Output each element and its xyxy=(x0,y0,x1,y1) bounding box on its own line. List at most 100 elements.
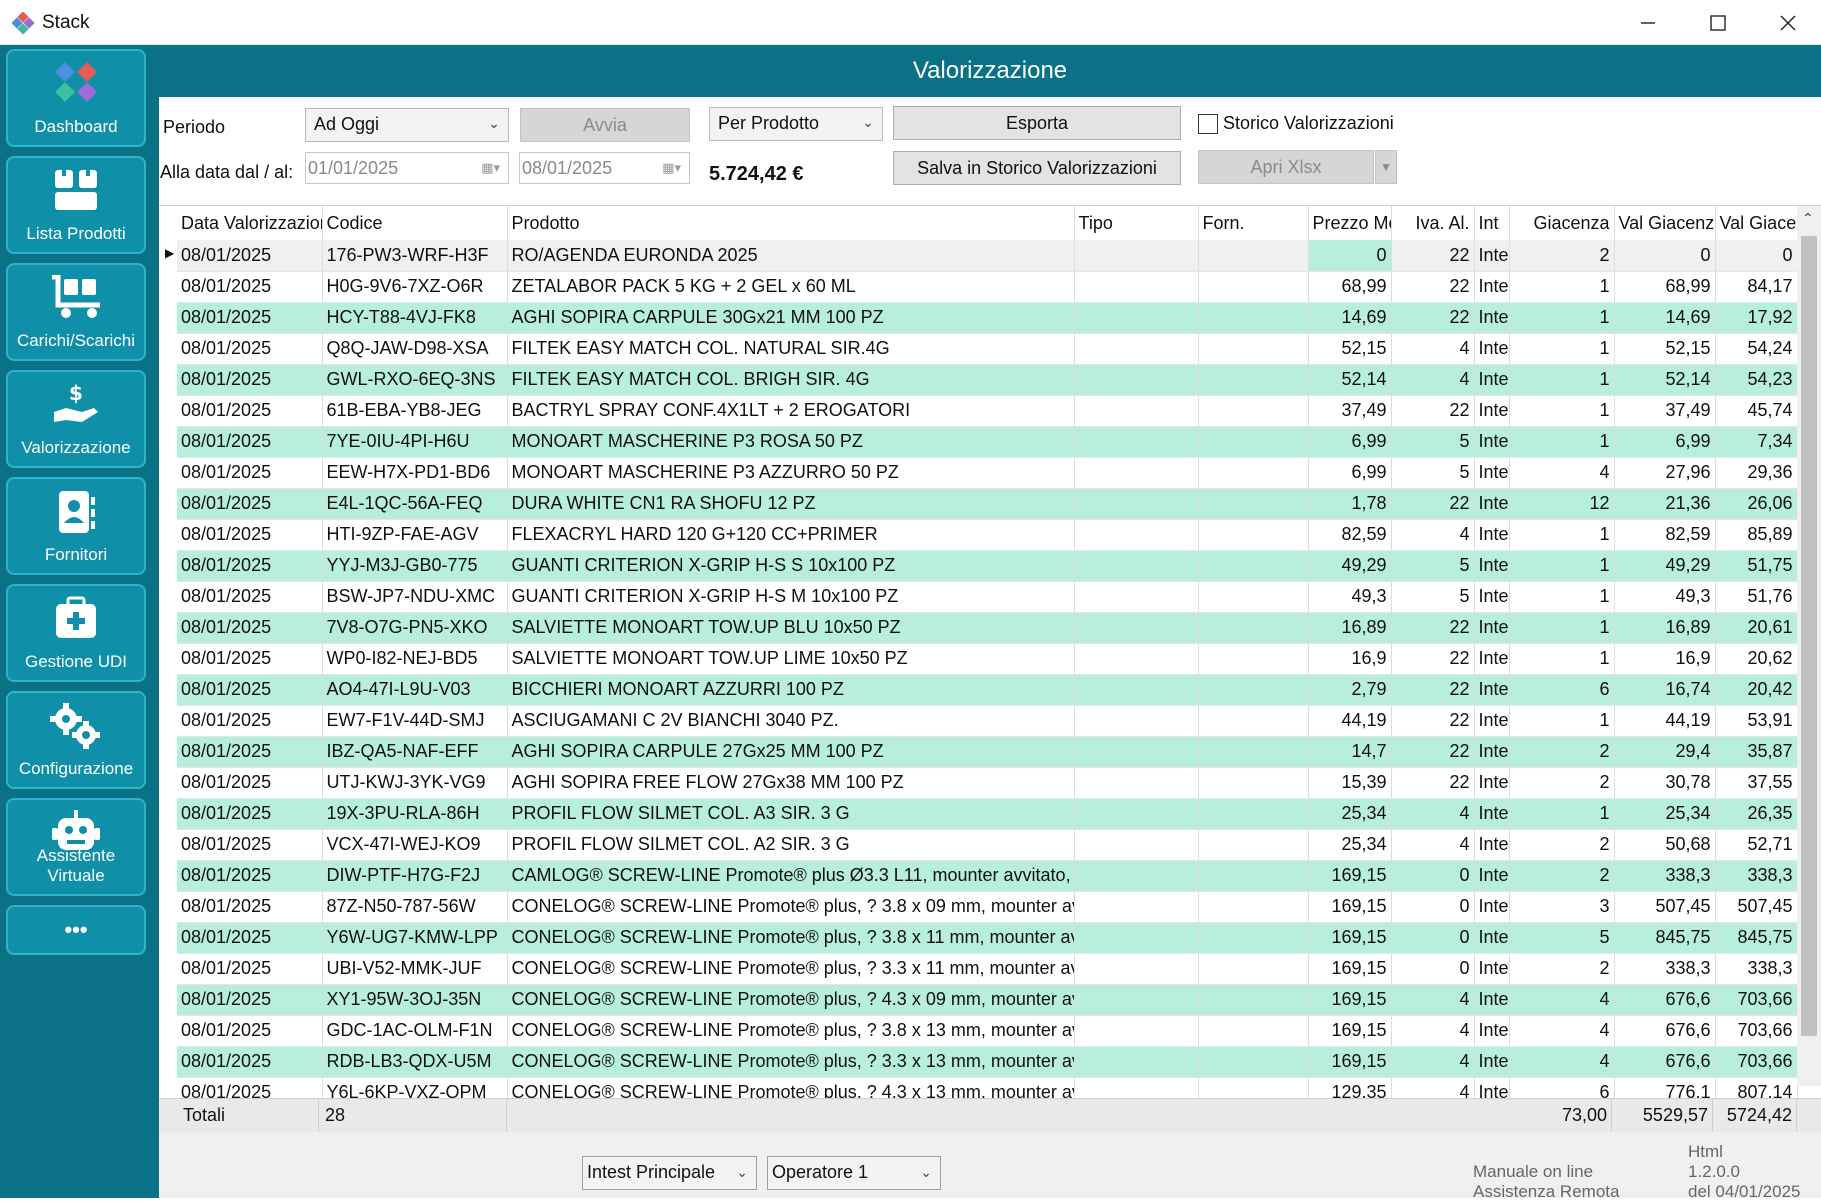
column-header[interactable]: Val Giacenza xyxy=(1715,206,1798,240)
table-cell[interactable]: 08/01/2025 xyxy=(177,643,323,675)
table-cell[interactable]: 4 xyxy=(1509,1046,1615,1078)
table-cell[interactable] xyxy=(1074,612,1199,644)
table-cell[interactable]: 51,76 xyxy=(1715,581,1798,613)
table-cell[interactable]: 5 xyxy=(1391,426,1475,458)
table-cell[interactable]: 49,3 xyxy=(1308,581,1392,613)
table-cell[interactable]: 29,4 xyxy=(1614,736,1716,768)
table-cell[interactable] xyxy=(1198,1046,1309,1078)
table-cell[interactable] xyxy=(1198,984,1309,1016)
table-cell[interactable]: 7YE-0IU-4PI-H6U xyxy=(322,426,508,458)
scroll-thumb[interactable] xyxy=(1801,236,1817,1036)
table-cell[interactable]: 08/01/2025 xyxy=(177,922,323,954)
table-cell[interactable]: 22 xyxy=(1391,674,1475,706)
table-cell[interactable]: E4L-1QC-56A-FEQ xyxy=(322,488,508,520)
table-cell[interactable]: 338,3 xyxy=(1715,953,1798,985)
table-cell[interactable]: 4 xyxy=(1391,364,1475,396)
table-cell[interactable]: Inte xyxy=(1474,643,1510,675)
table-cell[interactable]: Inte xyxy=(1474,860,1510,892)
vertical-scrollbar[interactable]: ⌃ xyxy=(1797,206,1821,1086)
table-cell[interactable]: 1 xyxy=(1509,550,1615,582)
table-cell[interactable]: 20,62 xyxy=(1715,643,1798,675)
date-to-field[interactable]: 08/01/2025 ▦▾ xyxy=(519,152,690,184)
table-cell[interactable]: 08/01/2025 xyxy=(177,860,323,892)
table-cell[interactable] xyxy=(1198,922,1309,954)
column-header[interactable]: Data Valorizzazione xyxy=(177,206,323,240)
group-by-select[interactable]: Per Prodotto ⌄ xyxy=(709,107,883,141)
table-cell[interactable]: 169,15 xyxy=(1308,1015,1392,1047)
table-cell[interactable]: VCX-47I-WEJ-KO9 xyxy=(322,829,508,861)
table-cell[interactable]: 169,15 xyxy=(1308,953,1392,985)
table-cell[interactable]: 6 xyxy=(1509,674,1615,706)
table-cell[interactable]: 54,23 xyxy=(1715,364,1798,396)
table-row[interactable]: 08/01/2025 UTJ-KWJ-3YK-VG9 AGHI SOPIRA FRE… xyxy=(177,767,1798,799)
table-cell[interactable]: 08/01/2025 xyxy=(177,829,323,861)
column-header[interactable]: Giacenza xyxy=(1509,206,1615,240)
column-header[interactable]: Iva. Al. xyxy=(1391,206,1475,240)
table-cell[interactable]: 4 xyxy=(1509,457,1615,489)
table-cell[interactable] xyxy=(1074,922,1199,954)
date-from-field[interactable]: 01/01/2025 ▦▾ xyxy=(305,152,509,184)
table-cell[interactable]: 37,55 xyxy=(1715,767,1798,799)
table-row[interactable]: 08/01/2025 DIW-PTF-H7G-F2J CAMLOG® SCREW-L… xyxy=(177,860,1798,892)
table-cell[interactable]: 08/01/2025 xyxy=(177,457,323,489)
table-cell[interactable]: 4 xyxy=(1391,984,1475,1016)
table-cell[interactable] xyxy=(1074,860,1199,892)
table-cell[interactable]: 1,78 xyxy=(1308,488,1392,520)
table-cell[interactable] xyxy=(1074,736,1199,768)
table-cell[interactable] xyxy=(1074,581,1199,613)
table-cell[interactable]: 6,99 xyxy=(1308,426,1392,458)
table-cell[interactable]: CONELOG® SCREW-LINE Promote® plus, ? 3.8… xyxy=(507,1015,1075,1047)
table-cell[interactable] xyxy=(1198,519,1309,551)
table-cell[interactable] xyxy=(1074,984,1199,1016)
table-cell[interactable]: EW7-F1V-44D-SMJ xyxy=(322,705,508,737)
table-cell[interactable]: ZETALABOR PACK 5 KG + 2 GEL x 60 ML xyxy=(507,271,1075,303)
table-cell[interactable]: 53,91 xyxy=(1715,705,1798,737)
table-cell[interactable]: MONOART MASCHERINE P3 ROSA 50 PZ xyxy=(507,426,1075,458)
scroll-up-icon[interactable]: ⌃ xyxy=(1802,210,1814,226)
table-cell[interactable]: 4 xyxy=(1509,984,1615,1016)
table-cell[interactable]: BACTRYL SPRAY CONF.4X1LT + 2 EROGATORI xyxy=(507,395,1075,427)
table-row[interactable]: 08/01/2025 WP0-I82-NEJ-BD5 SALVIETTE MONOA… xyxy=(177,643,1798,675)
table-cell[interactable]: 16,89 xyxy=(1308,612,1392,644)
table-cell[interactable]: 50,68 xyxy=(1614,829,1716,861)
table-cell[interactable] xyxy=(1074,674,1199,706)
salva-storico-button[interactable]: Salva in Storico Valorizzazioni xyxy=(893,151,1181,185)
table-cell[interactable]: Inte xyxy=(1474,457,1510,489)
table-cell[interactable]: 1 xyxy=(1509,271,1615,303)
table-cell[interactable]: 1 xyxy=(1509,519,1615,551)
table-cell[interactable]: BICCHIERI MONOART AZZURRI 100 PZ xyxy=(507,674,1075,706)
table-cell[interactable]: PROFIL FLOW SILMET COL. A3 SIR. 3 G xyxy=(507,798,1075,830)
table-cell[interactable]: GDC-1AC-OLM-F1N xyxy=(322,1015,508,1047)
table-cell[interactable]: 51,75 xyxy=(1715,550,1798,582)
table-cell[interactable] xyxy=(1074,519,1199,551)
table-cell[interactable]: 08/01/2025 xyxy=(177,705,323,737)
table-cell[interactable]: Inte xyxy=(1474,519,1510,551)
operatore-select[interactable]: Operatore 1 ⌄ xyxy=(767,1156,941,1190)
table-cell[interactable]: 44,19 xyxy=(1614,705,1716,737)
table-cell[interactable]: Inte xyxy=(1474,1015,1510,1047)
table-cell[interactable] xyxy=(1198,612,1309,644)
table-cell[interactable]: EEW-H7X-PD1-BD6 xyxy=(322,457,508,489)
table-cell[interactable] xyxy=(1198,426,1309,458)
table-cell[interactable]: 22 xyxy=(1391,736,1475,768)
table-cell[interactable]: 08/01/2025 xyxy=(177,1015,323,1047)
table-cell[interactable]: Inte xyxy=(1474,705,1510,737)
table-cell[interactable]: 30,78 xyxy=(1614,767,1716,799)
table-cell[interactable]: BSW-JP7-NDU-XMC xyxy=(322,581,508,613)
sidebar-item-valorizzazione[interactable]: $ Valorizzazione xyxy=(6,370,146,468)
table-cell[interactable]: 1 xyxy=(1509,364,1615,396)
table-cell[interactable]: 08/01/2025 xyxy=(177,1046,323,1078)
avvia-button[interactable]: Avvia xyxy=(520,108,690,142)
table-cell[interactable]: 08/01/2025 xyxy=(177,550,323,582)
sidebar-item-gestione-udi[interactable]: Gestione UDI xyxy=(6,584,146,682)
table-row[interactable]: 08/01/2025 7YE-0IU-4PI-H6U MONOART MASCHER… xyxy=(177,426,1798,458)
periodo-select[interactable]: Ad Oggi ⌄ xyxy=(305,108,509,142)
assistenza-link[interactable]: Assistenza Remota xyxy=(1473,1182,1620,1201)
table-cell[interactable] xyxy=(1198,271,1309,303)
table-cell[interactable]: 1 xyxy=(1509,395,1615,427)
table-row[interactable]: 08/01/2025 YYJ-M3J-GB0-775 GUANTI CRITERIO… xyxy=(177,550,1798,582)
table-cell[interactable]: 4 xyxy=(1391,1015,1475,1047)
table-cell[interactable]: 1 xyxy=(1509,581,1615,613)
table-cell[interactable]: 82,59 xyxy=(1614,519,1716,551)
table-cell[interactable]: 1 xyxy=(1509,426,1615,458)
